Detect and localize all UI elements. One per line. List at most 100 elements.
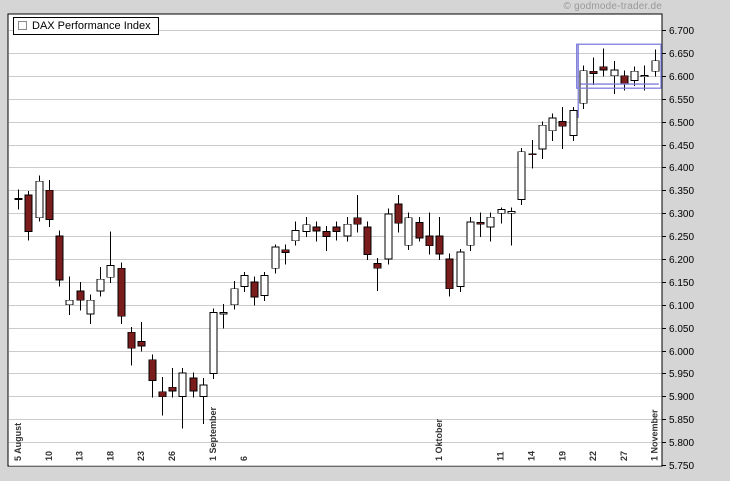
x-axis-label: 27 xyxy=(619,451,629,461)
x-axis-label: 13 xyxy=(75,451,85,461)
x-axis-label: 19 xyxy=(557,451,567,461)
x-axis-label: 22 xyxy=(588,451,598,461)
y-axis-label: 6.250 xyxy=(669,232,694,243)
candlestick xyxy=(651,49,660,77)
candlestick xyxy=(281,244,290,265)
candlestick xyxy=(579,65,588,109)
candlestick xyxy=(302,216,311,238)
candlestick xyxy=(312,221,321,242)
legend-label: DAX Performance Index xyxy=(32,19,151,32)
candlestick xyxy=(528,139,537,169)
y-axis-label: 5.950 xyxy=(669,369,694,380)
candlestick xyxy=(260,271,269,302)
candlestick xyxy=(569,106,578,141)
candlestick xyxy=(14,189,23,210)
candlestick xyxy=(271,244,280,274)
y-axis-label: 6.100 xyxy=(669,301,694,312)
y-axis-label: 5.800 xyxy=(669,438,694,449)
x-axis-label: 14 xyxy=(527,451,537,461)
candlestick xyxy=(497,207,506,224)
candlestick xyxy=(425,212,434,255)
candlestick xyxy=(230,280,239,310)
candlestick xyxy=(343,216,352,242)
y-axis-label: 6.000 xyxy=(669,347,694,358)
y-axis-label: 5.900 xyxy=(669,392,694,403)
candlestick xyxy=(486,212,495,242)
candlestick xyxy=(117,262,126,325)
candlestick xyxy=(363,221,372,260)
annotation-box[interactable] xyxy=(576,43,662,89)
x-axis-label: 5 August xyxy=(13,423,23,461)
candlestick xyxy=(127,326,136,366)
x-axis-label: 23 xyxy=(136,451,146,461)
candlestick xyxy=(322,226,331,251)
candlestick xyxy=(476,212,485,238)
candlestick xyxy=(199,378,208,424)
legend-checkbox-icon[interactable] xyxy=(18,21,27,30)
x-axis-label: 6 xyxy=(239,456,249,461)
candlestick xyxy=(548,113,557,141)
y-axis-label: 6.200 xyxy=(669,255,694,266)
candlestick xyxy=(86,294,95,325)
y-axis-label: 6.300 xyxy=(669,209,694,220)
candlestick xyxy=(24,191,33,241)
candlestick xyxy=(96,267,105,297)
x-axis-label: 11 xyxy=(496,451,506,461)
candlestick xyxy=(517,148,526,205)
candlestick xyxy=(404,212,413,250)
candlestick xyxy=(415,216,424,242)
legend[interactable]: DAX Performance Index xyxy=(13,17,159,35)
y-axis-label: 5.750 xyxy=(669,461,694,472)
candlestick xyxy=(394,194,403,233)
candlestick xyxy=(219,303,228,329)
x-axis-label: 10 xyxy=(44,451,54,461)
candlestick xyxy=(630,66,639,86)
y-axis-label: 6.400 xyxy=(669,163,694,174)
x-axis-label: 1 September xyxy=(208,406,218,461)
candlestick xyxy=(373,258,382,292)
candlestick xyxy=(137,322,146,352)
x-axis-label: 1 Oktober xyxy=(434,418,444,461)
x-axis-label: 26 xyxy=(167,451,177,461)
candlestick xyxy=(353,194,362,233)
x-axis-label: 18 xyxy=(105,451,115,461)
y-axis-label: 6.450 xyxy=(669,141,694,152)
y-axis-label: 6.150 xyxy=(669,278,694,289)
candlestick xyxy=(189,372,198,398)
candlestick xyxy=(507,207,516,246)
candlestick xyxy=(45,180,54,227)
y-axis-label: 6.550 xyxy=(669,95,694,106)
y-axis-label: 6.350 xyxy=(669,186,694,197)
candlestick xyxy=(445,253,454,297)
candlestick xyxy=(158,377,167,416)
y-axis-label: 6.500 xyxy=(669,118,694,129)
x-axis-label: 1 November xyxy=(650,409,660,461)
y-axis-label: 6.050 xyxy=(669,324,694,335)
candlestick xyxy=(168,367,177,398)
candlestick xyxy=(456,248,465,292)
candlestick xyxy=(538,121,547,160)
watermark: © godmode-trader.de xyxy=(563,1,662,12)
candlestick xyxy=(240,271,249,292)
candlestick xyxy=(148,354,157,398)
candlestick xyxy=(435,216,444,260)
y-axis-label: 5.850 xyxy=(669,415,694,426)
candlestick xyxy=(384,208,393,265)
candlestick xyxy=(466,216,475,251)
candlestick xyxy=(76,281,85,311)
candlestick xyxy=(599,48,608,77)
candlestick xyxy=(589,57,598,85)
candlestick xyxy=(332,221,341,241)
candlestick xyxy=(291,221,300,246)
candlestick xyxy=(35,175,44,222)
candlestick xyxy=(65,276,74,315)
y-axis-label: 6.700 xyxy=(669,26,694,37)
candlestick xyxy=(250,276,259,306)
y-axis-label: 6.600 xyxy=(669,72,694,83)
candlestick xyxy=(55,230,64,287)
candlestick xyxy=(640,65,649,91)
y-axis-label: 6.650 xyxy=(669,49,694,60)
candlestick xyxy=(106,231,115,283)
candlestick xyxy=(558,106,567,150)
